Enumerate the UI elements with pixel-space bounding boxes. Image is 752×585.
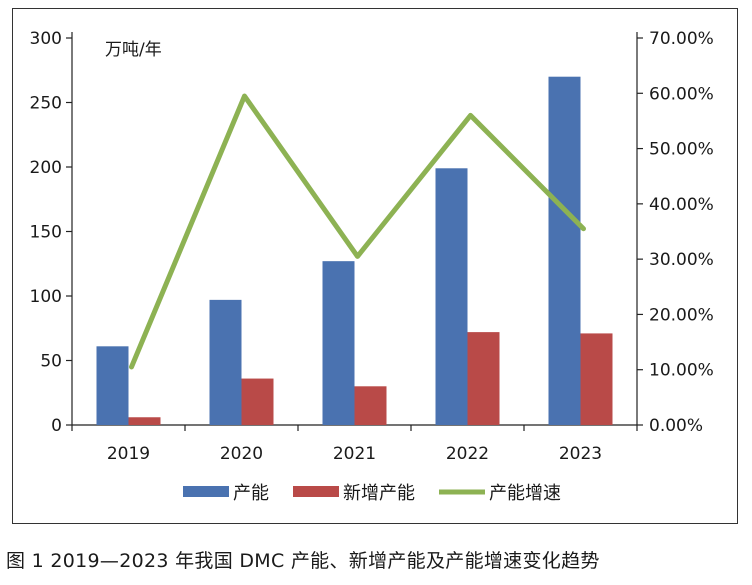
bar-capacity-2019 bbox=[96, 346, 129, 425]
right-tick-label: 10.00% bbox=[649, 361, 714, 381]
legend-label-0: 产能 bbox=[233, 483, 269, 504]
x-tick-label: 2020 bbox=[220, 444, 263, 464]
right-tick-label: 40.00% bbox=[649, 195, 714, 215]
left-tick-label: 100 bbox=[30, 287, 62, 307]
right-tick-label: 20.00% bbox=[649, 305, 714, 325]
legend-swatch-0 bbox=[183, 486, 229, 497]
x-tick-label: 2022 bbox=[446, 444, 489, 464]
left-tick-label: 250 bbox=[30, 94, 62, 114]
left-tick-label: 50 bbox=[40, 352, 62, 372]
bar-capacity-2023 bbox=[548, 76, 581, 425]
right-tick-label: 0.00% bbox=[649, 416, 703, 436]
legend-label-1: 新增产能 bbox=[343, 483, 415, 504]
left-axis-unit-label: 万吨/年 bbox=[105, 40, 162, 60]
legend-swatch-1 bbox=[293, 486, 339, 497]
right-tick-label: 60.00% bbox=[649, 84, 714, 104]
right-tick-label: 30.00% bbox=[649, 250, 714, 270]
left-tick-label: 150 bbox=[30, 223, 62, 243]
left-tick-label: 300 bbox=[30, 29, 62, 49]
figure-caption: 图 1 2019—2023 年我国 DMC 产能、新增产能及产能增速变化趋势 bbox=[6, 550, 600, 572]
bar-capacity-2021 bbox=[322, 261, 355, 425]
bar-new-capacity-2023 bbox=[580, 333, 613, 425]
x-tick-label: 2023 bbox=[559, 444, 602, 464]
right-tick-label: 70.00% bbox=[649, 29, 714, 49]
left-tick-label: 0 bbox=[51, 416, 62, 436]
chart-frame: 0 50 100 150 200 250 300 0.00% 10.00% 20.00% 30.00… bbox=[12, 8, 738, 524]
left-tick-label: 200 bbox=[30, 158, 62, 178]
right-tick-label: 50.00% bbox=[649, 140, 714, 160]
line-capacity-growth bbox=[129, 93, 586, 370]
legend-label-2: 产能增速 bbox=[489, 483, 561, 504]
chart-plot: 0 50 100 150 200 250 300 0.00% 10.00% 20.00% 30.00… bbox=[30, 29, 714, 504]
bar-capacity-2020 bbox=[209, 299, 242, 425]
x-tick-label: 2021 bbox=[333, 444, 376, 464]
bar-capacity-2022 bbox=[435, 168, 468, 426]
bar-new-capacity-2022 bbox=[467, 332, 500, 425]
bar-new-capacity-2019 bbox=[128, 417, 161, 425]
bar-new-capacity-2020 bbox=[241, 378, 274, 425]
x-tick-label: 2019 bbox=[107, 444, 150, 464]
bar-new-capacity-2021 bbox=[354, 386, 387, 425]
